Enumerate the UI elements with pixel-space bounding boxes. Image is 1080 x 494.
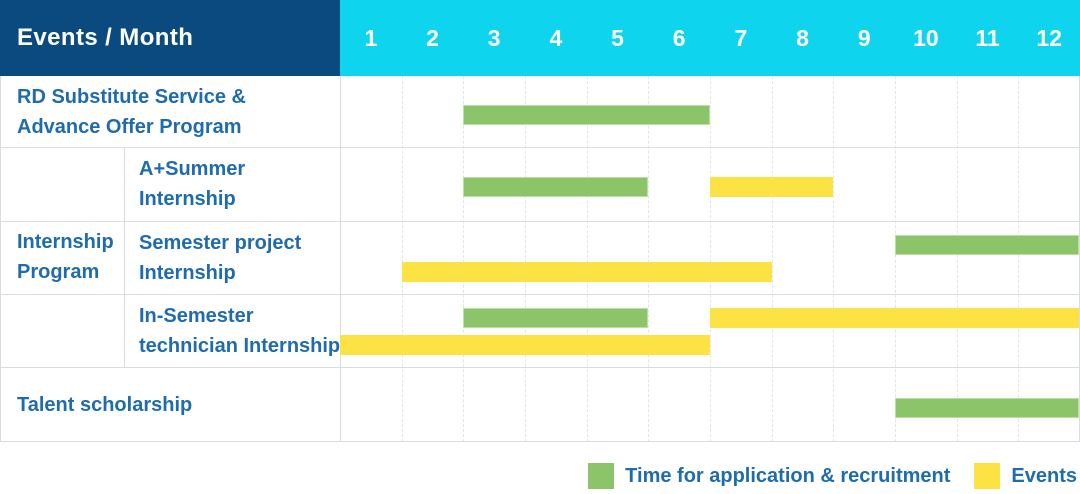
row-label-a-plus-summer-internship: A+Summer Internship bbox=[139, 154, 245, 214]
row-label-line: Semester project bbox=[139, 231, 302, 254]
month-gridline bbox=[463, 76, 465, 442]
month-gridline bbox=[895, 76, 896, 442]
row-label-line: In-Semester bbox=[139, 304, 254, 327]
month-gridline bbox=[1018, 76, 1020, 442]
bar-application-rd-substitute-service bbox=[463, 104, 710, 125]
bar-application-talent-scholarship bbox=[895, 397, 1079, 418]
group-label-internship-program: Internship Program bbox=[17, 227, 114, 287]
month-gridline bbox=[771, 76, 773, 442]
row-gridline bbox=[0, 221, 1080, 222]
legend: Time for application & recruitment Events bbox=[588, 461, 1077, 491]
row-gridline bbox=[0, 147, 1080, 148]
month-header-5: 5 bbox=[611, 24, 624, 51]
month-header-4: 4 bbox=[549, 24, 563, 51]
legend-item-event: Events bbox=[974, 463, 1077, 489]
bar-application-a-plus-summer-internship bbox=[463, 177, 649, 197]
row-label-in-semester-technician-internship: In-Semester technician Internship bbox=[139, 301, 340, 361]
row-gridline bbox=[0, 367, 1080, 368]
month-header-3: 3 bbox=[487, 24, 501, 51]
month-header-6: 6 bbox=[672, 24, 686, 51]
corner-header-title: Events / Month bbox=[17, 24, 194, 51]
row-label-line: Internship bbox=[139, 261, 236, 284]
row-label-line: A+Summer bbox=[139, 158, 246, 180]
month-header-row: 1 2 3 4 5 6 7 8 9 10 11 12 bbox=[340, 0, 1080, 76]
bar-event-semester-project-internship bbox=[401, 262, 772, 282]
row-label-semester-project-internship: Semester project Internship bbox=[139, 228, 301, 288]
month-gridline bbox=[956, 76, 958, 442]
bar-event-a-plus-summer-internship bbox=[710, 177, 834, 197]
group-label-line: Internship bbox=[17, 231, 114, 253]
row-label-rd-substitute-service: RD Substitute Service & Advance Offer Pro… bbox=[17, 82, 246, 142]
month-gridline bbox=[401, 76, 403, 442]
month-header-1: 1 bbox=[364, 24, 378, 51]
legend-label-event: Events bbox=[1011, 464, 1077, 487]
legend-item-application: Time for application & recruitment bbox=[588, 463, 950, 489]
month-gridline bbox=[525, 76, 526, 442]
row-label-line: RD Substitute Service & bbox=[17, 85, 246, 108]
month-header-9: 9 bbox=[857, 24, 871, 51]
corner-header-cell: Events / Month bbox=[0, 0, 340, 76]
month-gridline bbox=[833, 76, 835, 442]
group-sublabel-divider bbox=[124, 147, 125, 367]
row-label-line: Internship bbox=[139, 188, 236, 210]
month-header-8: 8 bbox=[796, 24, 809, 51]
month-gridline bbox=[648, 76, 650, 442]
bar-event-in-semester-technician-internship bbox=[340, 335, 710, 355]
legend-label-application: Time for application & recruitment bbox=[625, 464, 951, 487]
month-header-7: 7 bbox=[734, 24, 748, 51]
month-header-11: 11 bbox=[975, 24, 1000, 51]
month-header-10: 10 bbox=[913, 24, 939, 51]
month-gridline bbox=[586, 76, 588, 442]
group-label-line: Program bbox=[17, 261, 100, 283]
bar-event-in-semester-technician-internship bbox=[710, 308, 1079, 328]
bar-application-semester-project-internship bbox=[895, 235, 1079, 255]
row-label-talent-scholarship: Talent scholarship bbox=[17, 390, 192, 420]
label-chart-divider bbox=[340, 76, 341, 442]
month-gridline bbox=[710, 76, 711, 442]
row-label-line: Talent scholarship bbox=[17, 393, 193, 416]
bar-application-in-semester-technician-internship bbox=[463, 308, 649, 328]
row-label-line: technician Internship bbox=[139, 334, 341, 357]
legend-swatch-event bbox=[974, 463, 1001, 489]
row-label-line: Advance Offer Program bbox=[17, 115, 242, 138]
month-header-12: 12 bbox=[1036, 24, 1063, 51]
month-header-2: 2 bbox=[426, 24, 439, 51]
row-gridline bbox=[0, 294, 1080, 295]
legend-swatch-application bbox=[588, 463, 615, 489]
